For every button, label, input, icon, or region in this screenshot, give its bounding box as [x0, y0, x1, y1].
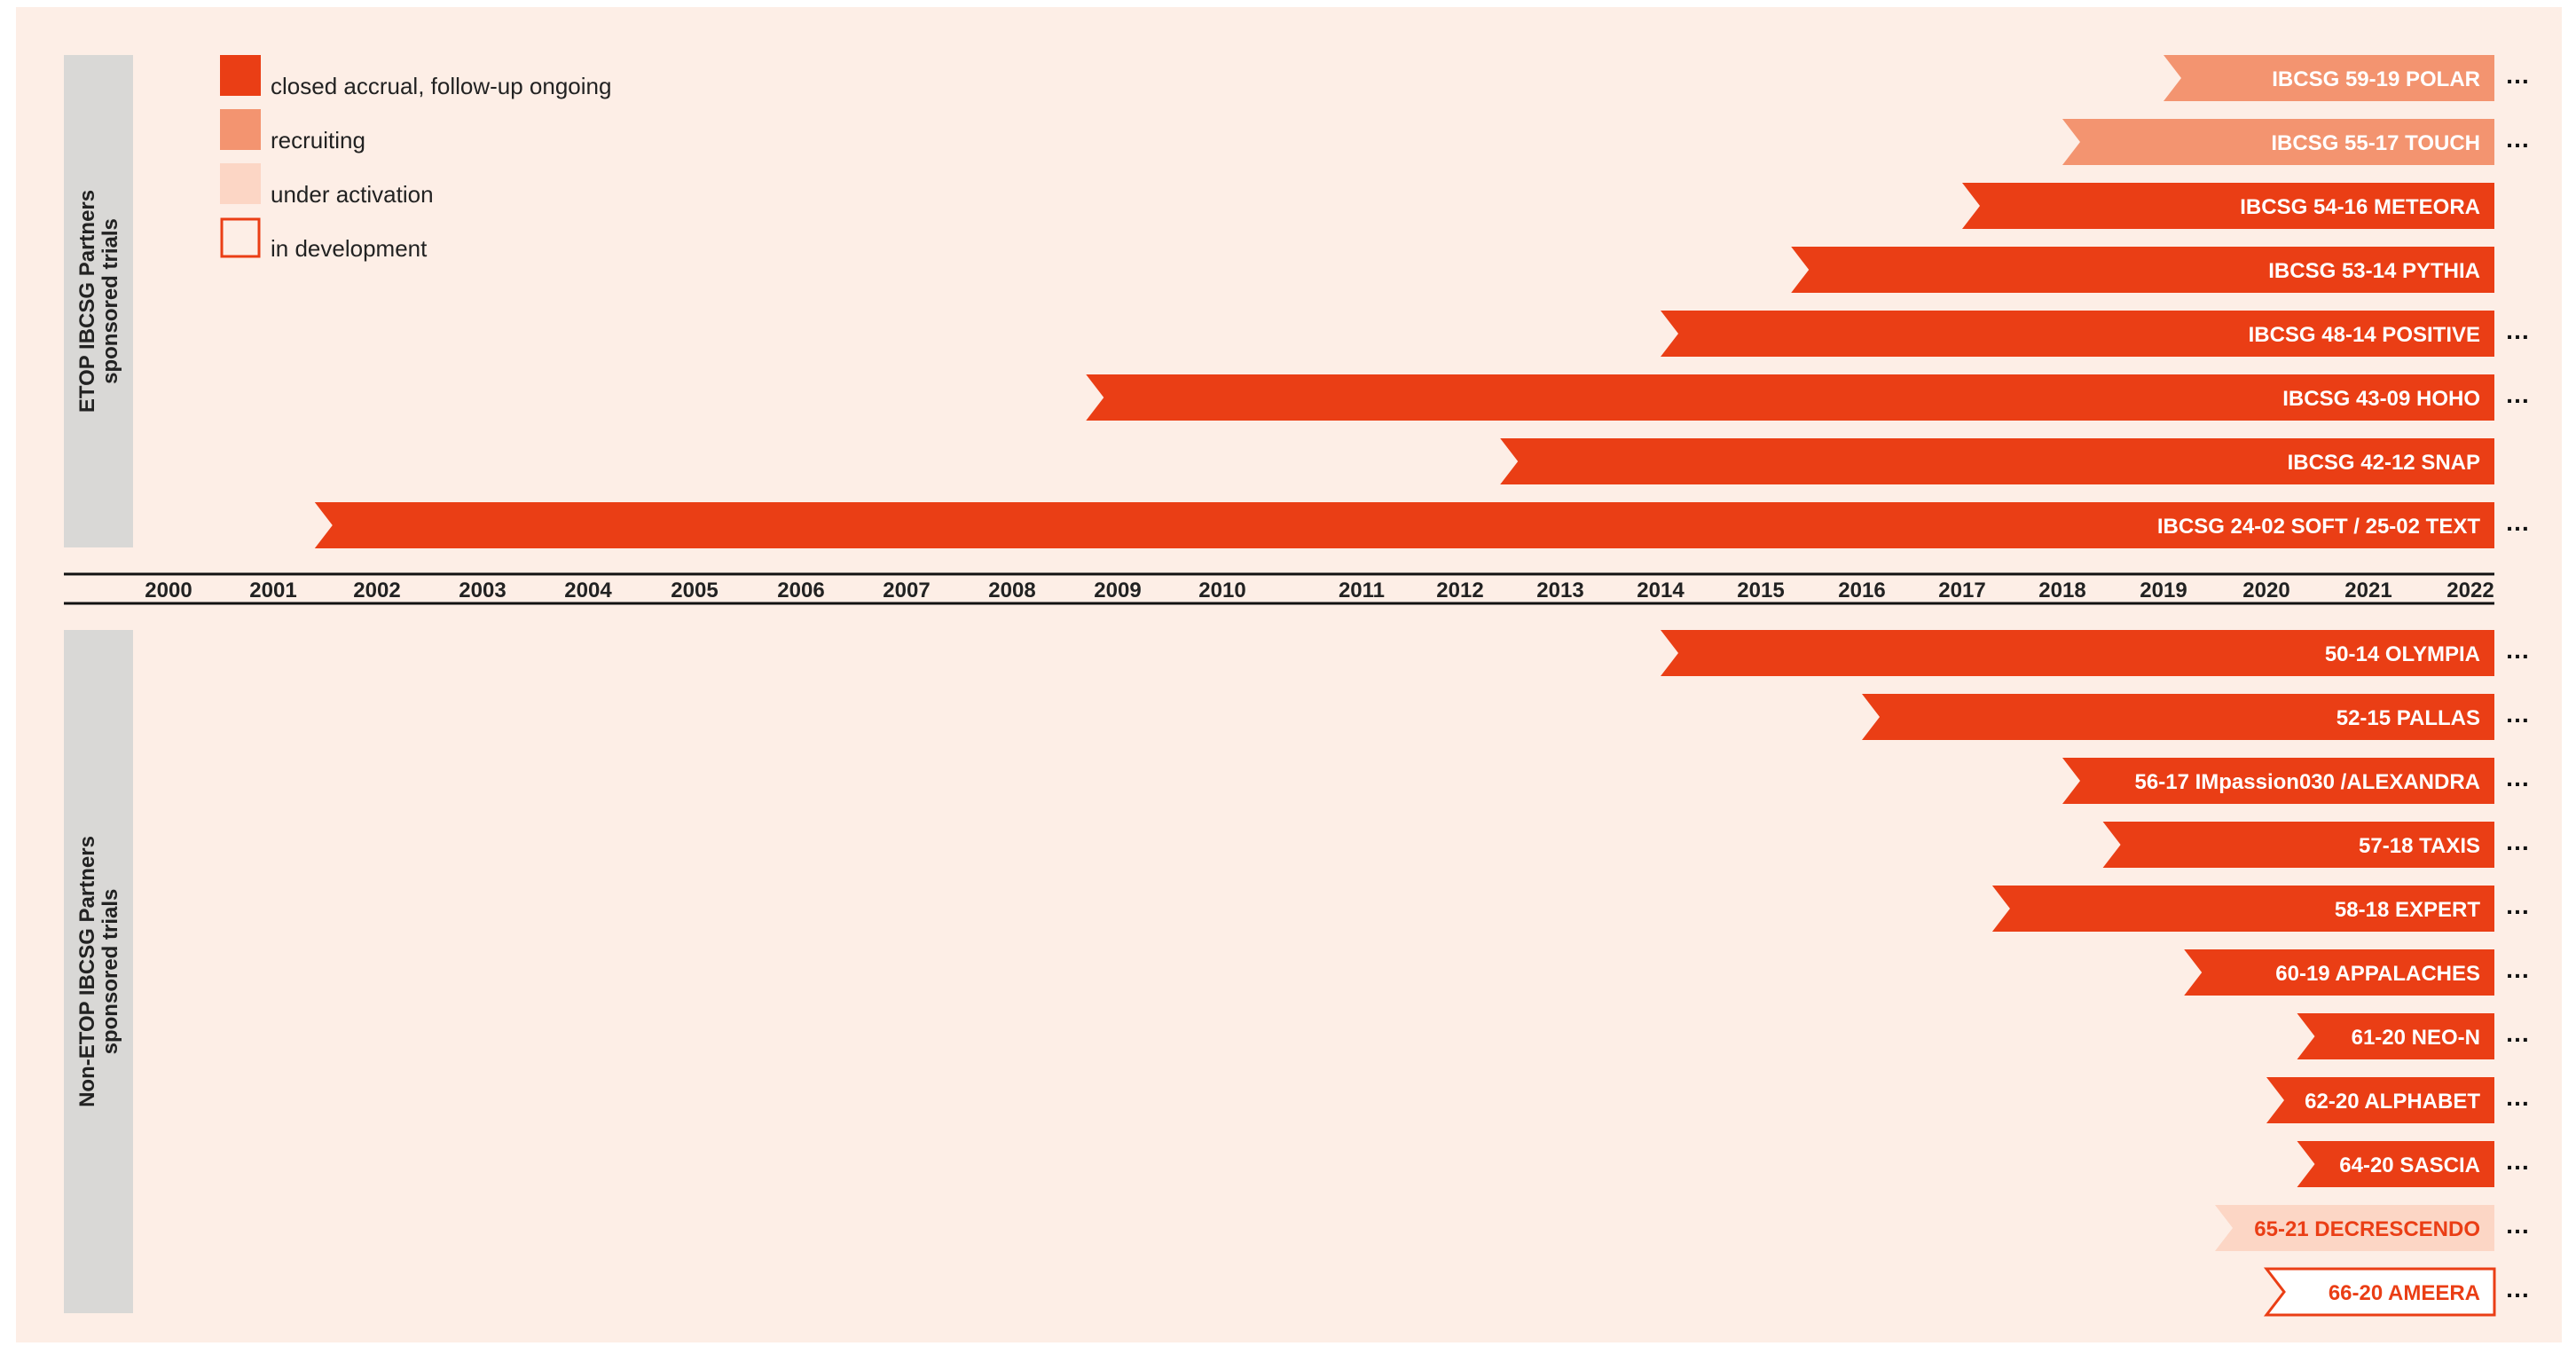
trial-label: 58-18 EXPERT: [2335, 898, 2480, 922]
axis-tick-label: 2016: [1838, 579, 1885, 602]
trial-bar: [2062, 758, 2494, 804]
axis-tick-label: 2015: [1737, 579, 1784, 602]
axis-tick-label: 2020: [2242, 579, 2289, 602]
legend-label-in-development: in development: [271, 235, 428, 262]
trial-label: 65-21 DECRESCENDO: [2254, 1217, 2480, 1241]
group-label-line: Non-ETOP IBCSG Partners: [75, 836, 99, 1107]
group-label-line: sponsored trials: [98, 218, 122, 384]
trial-continues-marker: …: [2505, 1083, 2530, 1111]
axis-tick-label: 2005: [671, 579, 718, 602]
group-label-top: ETOP IBCSG Partnerssponsored trials: [75, 190, 122, 413]
trial-continues-marker: …: [2505, 125, 2530, 153]
axis-tick-label: 2013: [1536, 579, 1583, 602]
trial-continues-marker: …: [2505, 508, 2530, 536]
axis-tick-label: 2004: [564, 579, 612, 602]
axis-tick-label: 2011: [1339, 579, 1385, 602]
axis-tick-label: 2012: [1436, 579, 1483, 602]
trial-continues-marker: …: [2505, 381, 2530, 408]
trial-label: IBCSG 48-14 POSITIVE: [2249, 323, 2480, 347]
legend-swatch-in-development: [220, 217, 261, 258]
legend-swatch-closed: [220, 55, 261, 96]
trial-label: IBCSG 59-19 POLAR: [2272, 67, 2480, 91]
trial-bar: [1862, 694, 2494, 740]
axis-tick-label: 2017: [1938, 579, 1985, 602]
axis-tick-label: 2001: [249, 579, 296, 602]
legend-label-under-activation: under activation: [271, 181, 434, 208]
trial-label: IBCSG 43-09 HOHO: [2282, 387, 2480, 411]
axis-tick-label: 2009: [1094, 579, 1141, 602]
trial-continues-marker: …: [2505, 764, 2530, 791]
trial-bar: [1086, 374, 2494, 421]
trial-label: 56-17 IMpassion030 /ALEXANDRA: [2135, 770, 2480, 794]
trial-label: IBCSG 42-12 SNAP: [2288, 451, 2480, 475]
trial-bar: [2263, 1267, 2496, 1317]
trial-bar: [1991, 886, 2494, 932]
axis-tick-label: 2010: [1198, 579, 1245, 602]
trial-label: 50-14 OLYMPIA: [2325, 642, 2480, 666]
trial-continues-marker: …: [2505, 700, 2530, 728]
trial-continues-marker: …: [2505, 956, 2530, 983]
trial-continues-marker: …: [2505, 828, 2530, 855]
trial-continues-marker: …: [2505, 1019, 2530, 1047]
group-label-bottom: Non-ETOP IBCSG Partnerssponsored trials: [75, 836, 122, 1107]
trial-continues-marker: …: [2505, 892, 2530, 919]
trial-label: IBCSG 55-17 TOUCH: [2271, 131, 2480, 155]
group-panel-top: [64, 55, 133, 547]
trial-bar: [2297, 1013, 2494, 1059]
axis-tick-label: 2008: [988, 579, 1035, 602]
trial-label: 62-20 ALPHABET: [2305, 1090, 2480, 1114]
trial-continues-marker: …: [2505, 317, 2530, 344]
trial-label: 57-18 TAXIS: [2359, 834, 2480, 858]
trial-continues-marker: …: [2505, 1275, 2530, 1303]
axis-tick-label: 2021: [2344, 579, 2391, 602]
trial-bar: [2062, 119, 2494, 165]
trial-label: 66-20 AMEERA: [2329, 1281, 2480, 1305]
trial-label: 64-20 SASCIA: [2339, 1153, 2480, 1177]
axis-tick-label: 2006: [777, 579, 824, 602]
axis-tick-label: 2019: [2140, 579, 2187, 602]
trial-bar: [2102, 822, 2494, 868]
legend-label-recruiting: recruiting: [271, 127, 365, 154]
trial-bar: [314, 502, 2494, 548]
trial-bar: [2297, 1141, 2494, 1187]
axis-tick-label: 2022: [2446, 579, 2494, 602]
trial-continues-marker: …: [2505, 1147, 2530, 1175]
trial-continues-marker: …: [2505, 1211, 2530, 1239]
group-label-line: ETOP IBCSG Partners: [75, 190, 99, 413]
trial-label: 61-20 NEO-N: [2352, 1026, 2480, 1050]
group-panel-bottom: [64, 630, 133, 1313]
trial-bar: [1791, 247, 2494, 293]
group-label-line: sponsored trials: [98, 889, 122, 1055]
trial-bar: [1962, 183, 2494, 229]
trial-label: 60-19 APPALACHES: [2275, 962, 2480, 986]
axis-tick-label: 2000: [145, 579, 192, 602]
axis-tick-label: 2003: [459, 579, 506, 602]
trial-label: IBCSG 53-14 PYTHIA: [2268, 259, 2480, 283]
trial-bar: [1500, 438, 2494, 484]
legend-swatch-recruiting: [220, 109, 261, 150]
trial-label: IBCSG 54-16 METEORA: [2240, 195, 2480, 219]
trial-bar: [1661, 311, 2494, 357]
axis-tick-label: 2007: [883, 579, 930, 602]
trial-continues-marker: …: [2505, 61, 2530, 89]
trial-continues-marker: …: [2505, 636, 2530, 664]
trial-bar: [2266, 1077, 2494, 1123]
legend-label-closed: closed accrual, follow-up ongoing: [271, 73, 611, 99]
axis-tick-label: 2002: [353, 579, 400, 602]
trial-label: IBCSG 24-02 SOFT / 25-02 TEXT: [2157, 515, 2480, 539]
trial-bar: [2164, 55, 2494, 101]
trial-label: 52-15 PALLAS: [2336, 706, 2480, 730]
axis-tick-label: 2018: [2038, 579, 2085, 602]
legend-swatch-under-activation: [220, 163, 261, 204]
trial-bar: [1661, 630, 2494, 676]
trial-bar: [2215, 1205, 2494, 1251]
trial-bar: [2184, 949, 2494, 996]
axis-tick-label: 2014: [1637, 579, 1685, 602]
